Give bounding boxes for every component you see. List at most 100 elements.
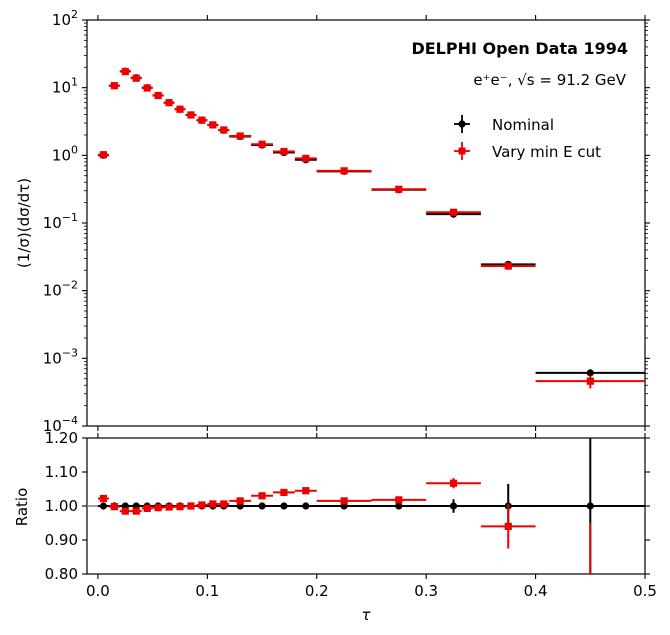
ratio-variation-point bbox=[110, 503, 118, 511]
main-series-nominal bbox=[97, 67, 645, 377]
ratio-variation-point bbox=[449, 479, 458, 487]
main-variation-point bbox=[143, 84, 151, 92]
tick-base: 10 bbox=[52, 11, 71, 29]
ratio-series-variation bbox=[97, 478, 594, 594]
legend-variation-label: Vary min E cut bbox=[492, 143, 601, 161]
ratio-nominal-point bbox=[258, 502, 266, 510]
ratio-x-tick-label: 0.5 bbox=[633, 582, 657, 600]
ratio-x-axis-label: τ bbox=[361, 606, 371, 624]
main-y-tick-label: 10−4 bbox=[43, 414, 78, 435]
main-variation-point bbox=[258, 140, 266, 148]
tick-exponent: 1 bbox=[71, 76, 78, 89]
main-y-tick-label: 10−3 bbox=[43, 346, 78, 367]
ratio-x-tick-label: 0.4 bbox=[524, 582, 548, 600]
ratio-panel: 0.800.901.001.101.20 0.0 0.1 0.2 0.3 0.4 0.5 … bbox=[13, 429, 657, 624]
main-series-variation bbox=[97, 67, 645, 389]
ratio-nominal-point bbox=[449, 502, 458, 510]
tick-base: 10 bbox=[43, 417, 62, 435]
main-variation-point bbox=[165, 99, 173, 107]
ratio-x-axis: 0.0 0.1 0.2 0.3 0.4 0.5 bbox=[86, 433, 657, 600]
main-variation-point bbox=[187, 111, 195, 119]
main-variation-point bbox=[154, 91, 162, 100]
legend: Nominal Vary min E cut bbox=[454, 115, 601, 161]
tick-exponent: −4 bbox=[62, 414, 78, 427]
tick-exponent: 0 bbox=[71, 143, 78, 156]
main-variation-point bbox=[220, 126, 228, 134]
tick-exponent: −3 bbox=[62, 346, 78, 359]
ratio-y-tick-label: 1.00 bbox=[45, 497, 78, 515]
legend-nominal-marker bbox=[458, 120, 466, 128]
ratio-variation-point bbox=[209, 500, 217, 508]
main-x-axis bbox=[97, 15, 646, 431]
main-y-tick-label: 100 bbox=[52, 143, 78, 164]
ratio-variation-point bbox=[340, 497, 348, 505]
ratio-nominal-point bbox=[302, 502, 310, 510]
ratio-y-tick-label: 0.80 bbox=[45, 565, 78, 583]
ratio-variation-point bbox=[99, 494, 108, 503]
main-variation-point bbox=[504, 262, 512, 270]
main-variation-point bbox=[236, 132, 244, 140]
ratio-x-tick-label: 0.3 bbox=[414, 582, 438, 600]
tick-exponent: −2 bbox=[62, 279, 78, 292]
ratio-variation-point bbox=[176, 503, 184, 511]
main-variation-point bbox=[110, 82, 118, 90]
ratio-variation-point bbox=[187, 502, 195, 510]
main-y-tick-label: 10−2 bbox=[43, 279, 78, 300]
main-y-axis-label: (1/σ)(dσ/dτ) bbox=[15, 178, 33, 268]
legend-variation-marker bbox=[458, 147, 466, 155]
ratio-variation-point bbox=[280, 488, 288, 496]
ratio-variation-point bbox=[132, 507, 140, 515]
ratio-y-tick-label: 1.10 bbox=[45, 463, 78, 481]
ratio-variation-point bbox=[154, 504, 162, 512]
ratio-variation-point bbox=[121, 507, 129, 515]
main-y-tick-label: 10−1 bbox=[43, 211, 78, 232]
ratio-variation-point bbox=[258, 492, 266, 500]
ratio-series bbox=[97, 438, 645, 594]
main-series bbox=[97, 67, 645, 389]
ratio-variation-point bbox=[236, 497, 244, 505]
main-variation-point bbox=[586, 377, 594, 385]
ratio-nominal-point bbox=[99, 502, 108, 510]
ratio-nominal-point bbox=[280, 502, 288, 510]
ratio-x-tick-label: 0.2 bbox=[305, 582, 329, 600]
main-y-tick-label: 102 bbox=[52, 8, 78, 29]
main-variation-point bbox=[302, 154, 310, 163]
ratio-variation-point bbox=[165, 503, 173, 511]
ratio-variation-point bbox=[587, 587, 594, 594]
main-variation-point bbox=[395, 185, 403, 193]
ratio-variation-point bbox=[143, 504, 151, 512]
main-variation-point bbox=[121, 67, 129, 76]
plot-title-annotation: DELPHI Open Data 1994 bbox=[411, 39, 628, 58]
main-variation-point bbox=[280, 147, 288, 156]
ratio-nominal-point bbox=[586, 502, 594, 510]
legend-entry-nominal: Nominal bbox=[454, 115, 554, 134]
main-variation-point bbox=[132, 74, 140, 82]
ratio-variation-point bbox=[395, 496, 403, 504]
ratio-y-tick-label: 0.90 bbox=[45, 531, 78, 549]
ratio-x-tick-label: 0.1 bbox=[195, 582, 219, 600]
plot-subtitle-annotation: e⁺e⁻, √s = 91.2 GeV bbox=[473, 71, 626, 89]
main-variation-point bbox=[176, 105, 184, 113]
tick-exponent: −1 bbox=[62, 211, 78, 224]
ratio-variation-point bbox=[198, 501, 206, 509]
ratio-variation-point bbox=[504, 522, 512, 530]
tick-base: 10 bbox=[52, 79, 71, 97]
legend-entry-variation: Vary min E cut bbox=[454, 142, 601, 161]
tick-base: 10 bbox=[43, 349, 62, 367]
main-y-tick-label: 101 bbox=[52, 76, 78, 97]
ratio-variation-point bbox=[302, 487, 310, 495]
main-nominal-point bbox=[586, 369, 594, 377]
ratio-y-axis-label: Ratio bbox=[13, 488, 31, 527]
tick-base: 10 bbox=[52, 146, 71, 164]
ratio-variation-point bbox=[220, 500, 228, 508]
tick-exponent: 2 bbox=[71, 8, 78, 21]
ratio-x-tick-label: 0.0 bbox=[86, 582, 110, 600]
ratio-y-tick-label: 1.20 bbox=[45, 429, 78, 447]
main-variation-point bbox=[198, 116, 206, 124]
tick-base: 10 bbox=[43, 214, 62, 232]
main-variation-point bbox=[449, 208, 458, 216]
main-variation-point bbox=[99, 151, 108, 159]
